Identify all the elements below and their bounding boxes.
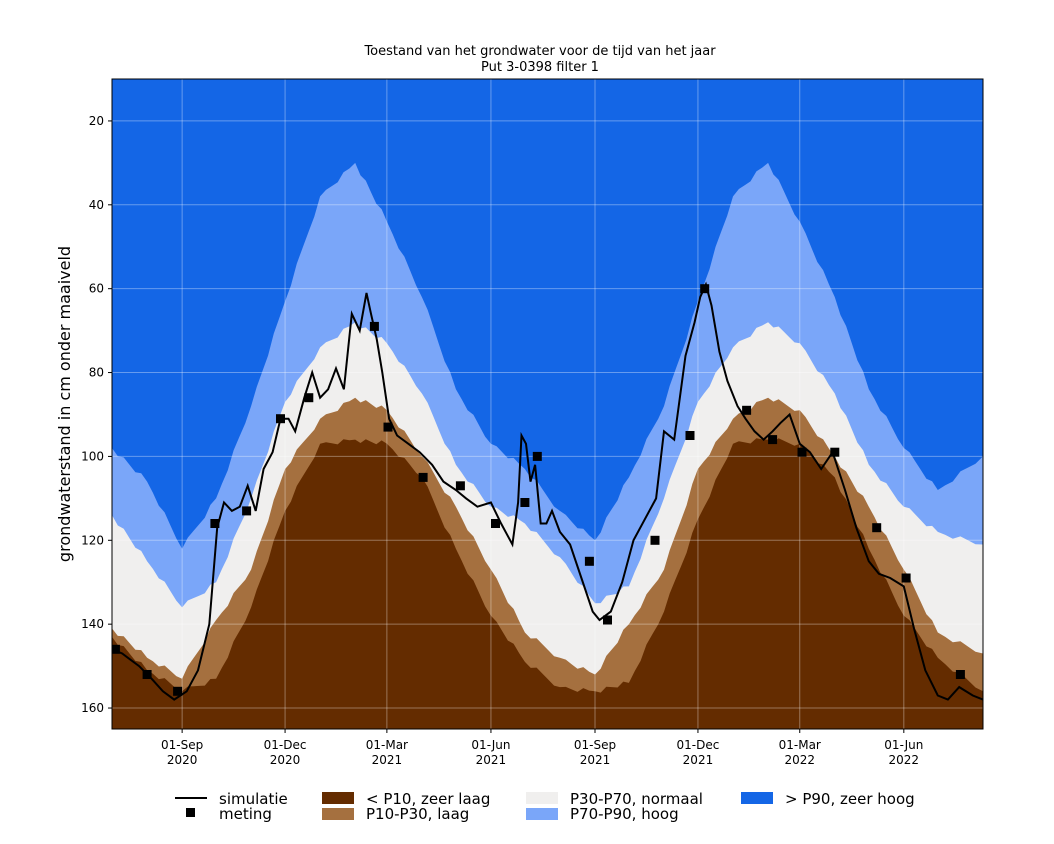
- meting-marker: [418, 472, 428, 482]
- x-tick-year: 2022: [889, 753, 920, 767]
- legend-p10-p30-label: P10-P30, laag: [366, 805, 469, 823]
- meting-markers: [112, 284, 965, 696]
- simulatie-line: [112, 281, 983, 701]
- y-axis-label: grondwaterstand in cm onder maaiveld: [55, 246, 74, 562]
- meting-marker: [955, 670, 965, 679]
- y-tick-label: 60: [89, 282, 104, 296]
- legend-p90-swatch: [741, 792, 773, 804]
- legend-meting-swatch: [186, 808, 195, 817]
- meting-marker: [742, 405, 752, 415]
- meting-marker: [797, 447, 807, 457]
- x-tick-year: 2021: [372, 753, 403, 767]
- meting-marker: [520, 498, 530, 507]
- x-tick-year: 2022: [784, 753, 815, 767]
- plot-frame: [111, 78, 984, 730]
- x-tick-label: 01-Mar: [366, 738, 408, 752]
- legend-p10-p30-swatch: [322, 808, 354, 820]
- meting-marker: [584, 556, 594, 566]
- band-p10-zeer-laag: [112, 438, 983, 729]
- legend-p30-p70-label: P30-P70, normaal: [570, 790, 703, 808]
- x-tick-label: 01-Dec: [264, 738, 307, 752]
- meting-marker: [872, 523, 882, 533]
- x-tick-year: 2021: [580, 753, 611, 767]
- y-tick-label: 160: [81, 701, 104, 715]
- legend-p90-label: > P90, zeer hoog: [785, 790, 915, 808]
- y-tick-label: 20: [89, 114, 104, 128]
- legend: simulatie meting < P10, zeer laag P10-P3…: [175, 790, 915, 823]
- meting-marker: [173, 686, 183, 696]
- legend-meting-label: meting: [219, 805, 272, 823]
- meting-marker: [304, 393, 314, 403]
- y-tick-label: 100: [81, 449, 104, 463]
- x-tick-label: 01-Dec: [677, 738, 720, 752]
- meting-marker: [532, 451, 542, 461]
- x-tick-year: 2020: [167, 753, 198, 767]
- grid: [112, 79, 983, 729]
- x-tick-year: 2021: [476, 753, 507, 767]
- meting-marker: [369, 321, 379, 331]
- y-tick-label: 80: [89, 366, 104, 380]
- y-tick-label: 140: [81, 617, 104, 631]
- x-tick-label: 01-Sep: [161, 738, 203, 752]
- legend-p70-p90-swatch: [526, 808, 558, 820]
- meting-marker: [901, 573, 911, 583]
- plot-area: [112, 79, 983, 729]
- meting-marker: [700, 284, 710, 294]
- x-tick-year: 2021: [683, 753, 714, 767]
- meting-marker: [650, 535, 660, 545]
- y-tick-label: 120: [81, 533, 104, 547]
- legend-p10-swatch: [322, 792, 354, 804]
- y-axis: 20 40 60 80 100 120 140 160: [81, 114, 112, 715]
- meting-marker: [383, 422, 393, 432]
- x-tick-label: 01-Jun: [471, 738, 510, 752]
- x-tick-label: 01-Mar: [779, 738, 821, 752]
- y-tick-label: 40: [89, 198, 104, 212]
- x-tick-label: 01-Sep: [574, 738, 616, 752]
- meting-marker: [603, 615, 612, 625]
- meting-marker: [768, 435, 778, 445]
- legend-p10-label: < P10, zeer laag: [366, 790, 490, 808]
- meting-marker: [491, 519, 500, 528]
- x-tick-year: 2020: [270, 753, 301, 767]
- meting-marker: [685, 431, 695, 440]
- legend-simulatie-label: simulatie: [219, 790, 288, 808]
- legend-p30-p70-swatch: [526, 792, 558, 804]
- x-axis: 01-Sep202001-Dec202001-Mar202101-Jun2021…: [161, 729, 923, 767]
- meting-marker: [112, 644, 120, 654]
- x-tick-label: 01-Jun: [884, 738, 923, 752]
- meting-marker: [830, 447, 840, 457]
- meting-marker: [242, 506, 252, 516]
- meting-marker: [276, 414, 285, 424]
- chart-title: Toestand van het grondwater voor de tijd…: [363, 44, 716, 59]
- meting-marker: [210, 519, 220, 528]
- meting-marker: [455, 481, 465, 491]
- meting-marker: [142, 670, 152, 679]
- chart-subtitle: Put 3-0398 filter 1: [481, 60, 599, 75]
- legend-p70-p90-label: P70-P90, hoog: [570, 805, 679, 823]
